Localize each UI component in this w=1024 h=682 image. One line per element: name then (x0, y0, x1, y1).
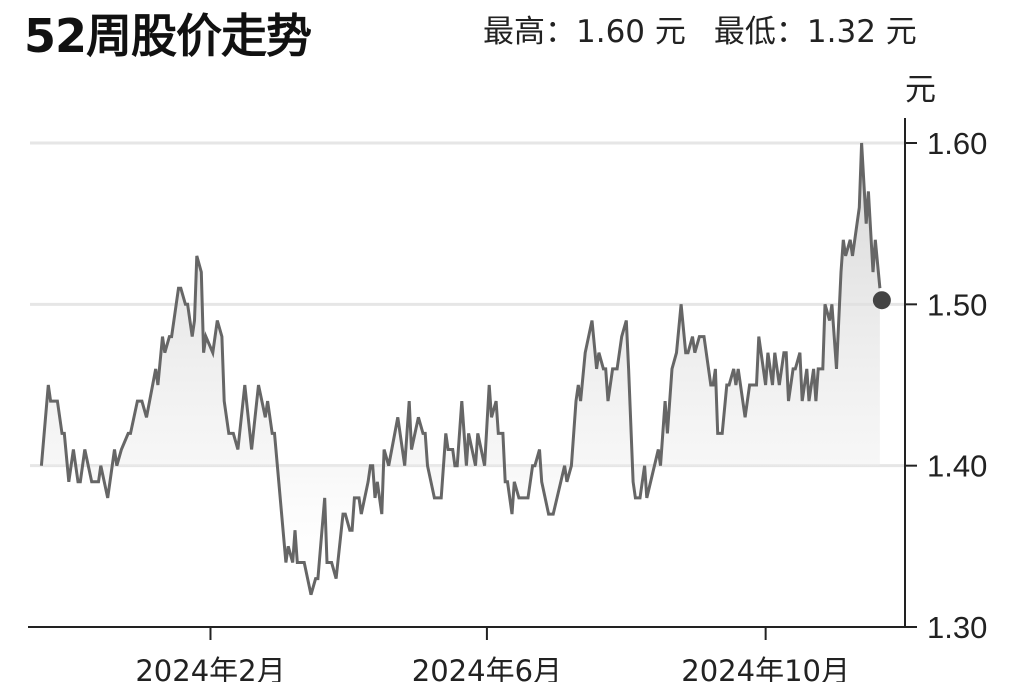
y-tick-label: 1.60 (927, 126, 987, 161)
price-line (39, 142, 882, 596)
high-price-label: 最高：1.60 元 (483, 14, 686, 50)
low-price-label: 最低：1.32 元 (713, 14, 917, 50)
y-tick-label: 1.40 (927, 449, 987, 484)
latest-price-marker (872, 291, 891, 310)
x-tick-label: 2024年6月 (412, 654, 562, 682)
chart-title: 52周股价走势 (24, 9, 312, 63)
x-tick-label: 2024年2月 (135, 654, 285, 682)
price-range-summary: 最高：1.60 元最低：1.32 元 (483, 6, 945, 51)
y-tick-label: 1.30 (927, 610, 987, 645)
y-axis-unit: 元 (905, 72, 936, 107)
price-area-fill (41, 143, 880, 595)
x-tick-label: 2024年10月 (681, 654, 850, 682)
axes: 1.30 1.40 1.50 1.60 2024年2月 2024年6月 2024年10月 (28, 118, 987, 682)
y-tick-label: 1.50 (927, 287, 987, 322)
